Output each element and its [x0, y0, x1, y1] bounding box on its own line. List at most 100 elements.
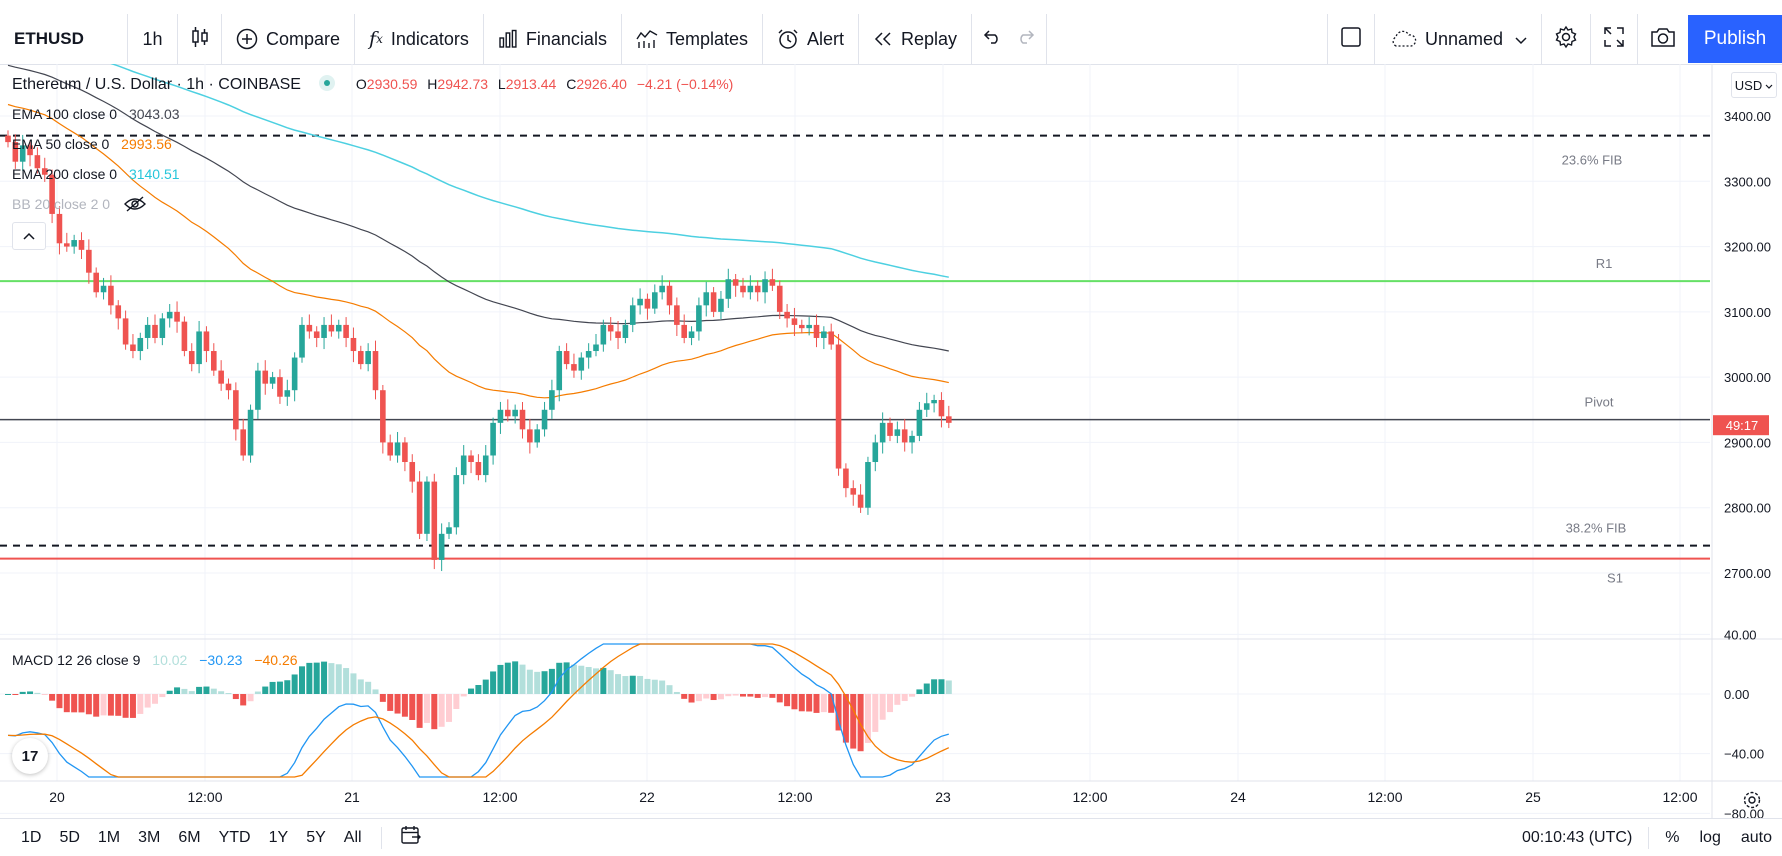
- candle-body[interactable]: [593, 344, 599, 352]
- range-all[interactable]: All: [343, 828, 362, 846]
- candle-body[interactable]: [659, 285, 665, 293]
- candle-body[interactable]: [115, 305, 122, 319]
- percent-scale-button[interactable]: %: [1665, 828, 1680, 846]
- candle-body[interactable]: [571, 364, 577, 371]
- settings-button[interactable]: [1542, 14, 1591, 64]
- candle-body[interactable]: [762, 279, 768, 293]
- candle-body[interactable]: [644, 298, 651, 309]
- candle-body[interactable]: [277, 377, 283, 397]
- candle-body[interactable]: [409, 462, 416, 482]
- candle-body[interactable]: [674, 305, 680, 325]
- candle-body[interactable]: [328, 324, 335, 332]
- replay-button[interactable]: Replay: [859, 14, 973, 64]
- candle-body[interactable]: [931, 399, 937, 404]
- candle-body[interactable]: [64, 243, 70, 247]
- currency-button[interactable]: USD: [1731, 72, 1777, 98]
- candle-body[interactable]: [394, 442, 401, 456]
- candle-body[interactable]: [865, 462, 871, 508]
- candle-body[interactable]: [269, 377, 276, 384]
- candle-body[interactable]: [343, 324, 349, 338]
- candle-body[interactable]: [681, 324, 687, 338]
- candle-body[interactable]: [306, 324, 313, 332]
- candle-body[interactable]: [262, 370, 269, 384]
- candle-body[interactable]: [776, 285, 783, 312]
- range-5y[interactable]: 5Y: [306, 828, 326, 846]
- candle-body[interactable]: [387, 442, 393, 456]
- candle-body[interactable]: [424, 481, 430, 534]
- candle-body[interactable]: [497, 409, 504, 423]
- candle-body[interactable]: [835, 344, 842, 469]
- candle-body[interactable]: [358, 351, 364, 365]
- candle-body[interactable]: [872, 442, 879, 463]
- templates-button[interactable]: Templates: [622, 14, 763, 64]
- candle-body[interactable]: [909, 435, 915, 443]
- candle-body[interactable]: [299, 324, 305, 358]
- candle-body[interactable]: [505, 409, 511, 417]
- candle-body[interactable]: [218, 370, 224, 384]
- fullscreen-button[interactable]: [1591, 14, 1638, 64]
- candle-body[interactable]: [916, 409, 923, 436]
- candle-body[interactable]: [784, 311, 790, 319]
- candle-body[interactable]: [857, 494, 864, 508]
- candle-body[interactable]: [828, 331, 834, 345]
- candle-body[interactable]: [740, 285, 746, 293]
- candle-body[interactable]: [482, 455, 489, 476]
- candle-body[interactable]: [894, 429, 901, 436]
- candle-body[interactable]: [534, 429, 540, 443]
- last-price-badge[interactable]: [1713, 415, 1769, 436]
- log-scale-button[interactable]: log: [1699, 828, 1721, 846]
- candle-body[interactable]: [431, 481, 438, 560]
- candle-body[interactable]: [556, 351, 563, 391]
- candle-body[interactable]: [718, 298, 724, 312]
- candle-body[interactable]: [732, 279, 739, 286]
- candle-body[interactable]: [203, 331, 210, 352]
- tradingview-logo[interactable]: 17: [12, 738, 48, 774]
- candle-body[interactable]: [56, 213, 63, 244]
- candle-body[interactable]: [549, 390, 555, 410]
- candle-body[interactable]: [622, 324, 629, 338]
- candle-body[interactable]: [629, 305, 636, 325]
- candle-body[interactable]: [372, 351, 379, 391]
- range-6m[interactable]: 6M: [178, 828, 201, 846]
- candle-body[interactable]: [696, 305, 702, 332]
- candle-body[interactable]: [100, 285, 107, 293]
- undo-button[interactable]: [972, 14, 1048, 64]
- candle-body[interactable]: [380, 390, 386, 443]
- symbol-search-button[interactable]: ETHUSD: [0, 14, 128, 64]
- candle-body[interactable]: [607, 324, 614, 332]
- candle-body[interactable]: [703, 292, 710, 306]
- candle-body[interactable]: [769, 279, 776, 286]
- ema100-legend[interactable]: EMA 100 close 0 3043.03: [12, 106, 180, 122]
- candle-body[interactable]: [313, 331, 320, 338]
- range-1m[interactable]: 1M: [97, 828, 121, 846]
- candle-body[interactable]: [137, 337, 144, 352]
- candle-body[interactable]: [211, 351, 217, 371]
- candle-body[interactable]: [527, 429, 533, 443]
- bb-legend[interactable]: BB 20 close 2 0: [12, 196, 146, 215]
- alert-button[interactable]: Alert: [763, 14, 860, 64]
- candle-body[interactable]: [49, 174, 55, 214]
- chart-area[interactable]: 23.6% FIB R1 Pivot 38.2% FIB S1 3400.00 3300.…: [0, 64, 1782, 818]
- candle-body[interactable]: [799, 324, 805, 329]
- symbol-legend[interactable]: Ethereum / U.S. Dollar · 1h · COINBASE O…: [12, 75, 733, 94]
- candle-body[interactable]: [666, 285, 673, 306]
- candle-body[interactable]: [86, 249, 92, 273]
- macd-legend[interactable]: MACD 12 26 close 9 10.02 −30.23 −40.26: [12, 652, 298, 668]
- chart-style-button[interactable]: [178, 14, 222, 64]
- layout-name-button[interactable]: Unnamed: [1375, 14, 1542, 64]
- publish-button[interactable]: Publish: [1688, 15, 1782, 63]
- candle-body[interactable]: [174, 311, 180, 322]
- candle-body[interactable]: [512, 409, 518, 417]
- candle-body[interactable]: [71, 240, 77, 247]
- candle-body[interactable]: [5, 135, 11, 143]
- candle-body[interactable]: [291, 357, 298, 391]
- candle-body[interactable]: [144, 324, 151, 338]
- financials-button[interactable]: Financials: [484, 14, 622, 64]
- candle-body[interactable]: [725, 279, 732, 299]
- auto-scale-button[interactable]: auto: [1740, 828, 1772, 846]
- range-ytd[interactable]: YTD: [218, 828, 251, 846]
- candle-body[interactable]: [240, 429, 246, 456]
- candle-body[interactable]: [78, 240, 85, 250]
- ema200-legend[interactable]: EMA 200 close 0 3140.51: [12, 166, 180, 182]
- compare-button[interactable]: Compare: [222, 14, 356, 64]
